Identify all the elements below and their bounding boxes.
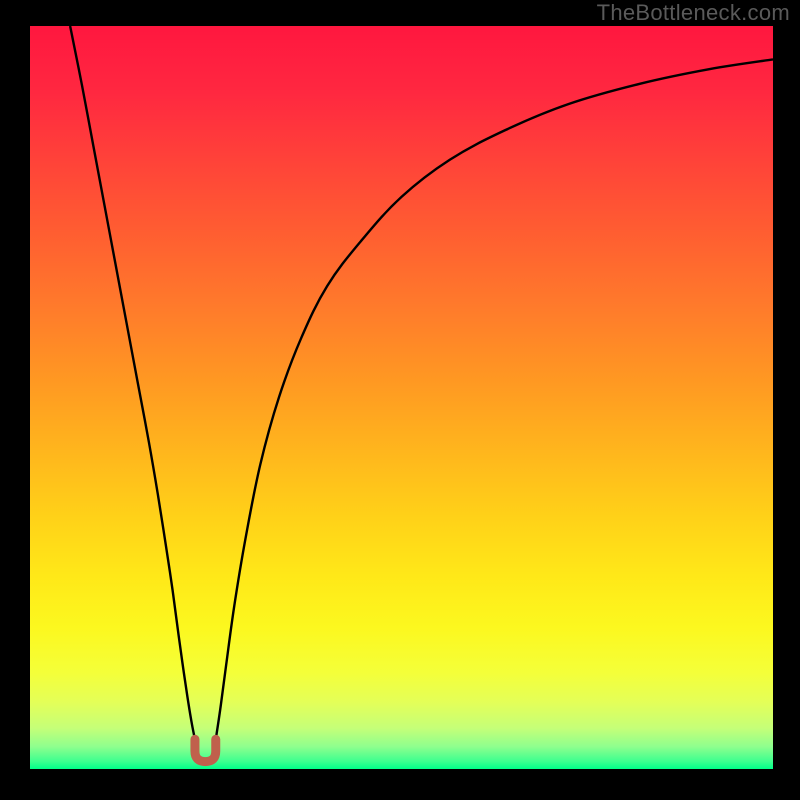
chart-canvas: TheBottleneck.com <box>0 0 800 800</box>
watermark-text: TheBottleneck.com <box>597 0 790 26</box>
plot-svg <box>0 0 800 800</box>
